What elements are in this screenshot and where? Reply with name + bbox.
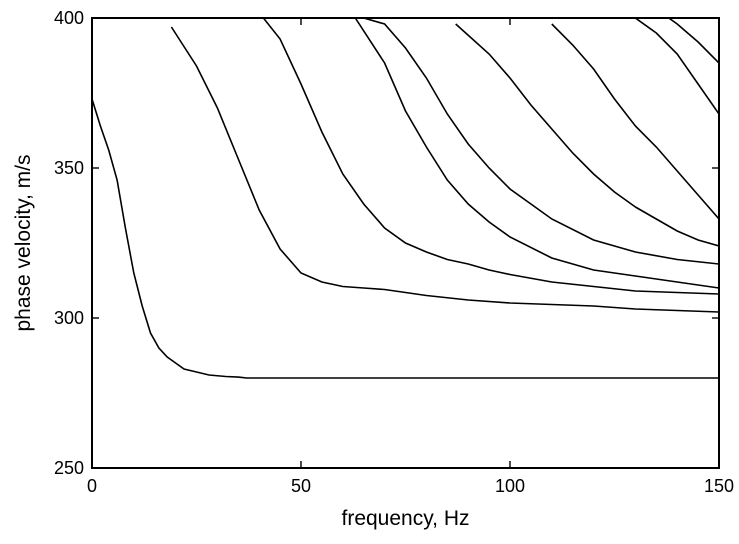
x-axis-title: frequency, Hz <box>342 507 470 530</box>
mode-curve-3 <box>262 18 719 295</box>
x-tick-label: 0 <box>87 476 97 496</box>
x-tick-label: 50 <box>291 476 311 496</box>
axis-ticks <box>91 17 720 469</box>
y-tick-label: 250 <box>54 458 84 478</box>
mode-curve-6 <box>455 23 719 247</box>
x-tick-label: 150 <box>704 476 734 496</box>
mode-curve-4 <box>354 18 719 289</box>
y-axis-title: phase velocity, m/s <box>12 154 35 331</box>
y-tick-label: 400 <box>54 8 84 28</box>
mode-curve-1 <box>92 98 719 379</box>
mode-curve-2 <box>170 26 719 313</box>
plot-frame <box>91 17 720 469</box>
y-tick-label: 300 <box>54 308 84 328</box>
mode-curve-8 <box>634 18 719 115</box>
mode-curve-9 <box>668 18 719 64</box>
mode-curves <box>92 18 719 379</box>
x-tick-label: 100 <box>495 476 525 496</box>
tick-labels: 0 50 100 150 250 300 350 400 <box>54 8 734 496</box>
y-tick-label: 350 <box>54 158 84 178</box>
mode-curve-7 <box>551 23 719 220</box>
mode-curve-5 <box>363 18 719 265</box>
